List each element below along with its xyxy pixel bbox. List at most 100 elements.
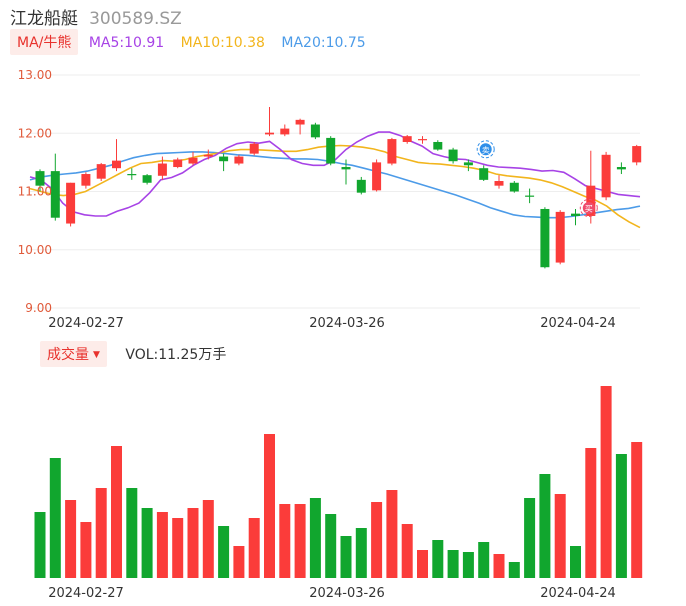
- candle-body: [632, 146, 642, 163]
- date-tick-label: 2024-02-27: [48, 586, 124, 601]
- volume-bar: [218, 526, 230, 578]
- candle-body: [402, 136, 412, 142]
- volume-bar: [462, 552, 474, 578]
- volume-bar: [202, 500, 214, 578]
- candle-body: [571, 213, 580, 216]
- volume-bar: [264, 434, 275, 578]
- volume-bar: [386, 490, 398, 578]
- candle-body: [234, 156, 244, 164]
- volume-bar: [172, 518, 184, 578]
- candle-body: [219, 156, 229, 162]
- candle-body: [265, 132, 274, 135]
- candle-body: [601, 154, 611, 198]
- volume-bar: [585, 448, 597, 578]
- date-tick-label: 2024-02-27: [48, 316, 124, 331]
- sell-marker: 卖: [476, 140, 495, 159]
- price-tick-label: 12.00: [18, 126, 52, 140]
- price-date-axis: 2024-02-27 2024-03-26 2024-04-24: [48, 316, 616, 331]
- candle-body: [326, 137, 336, 164]
- volume-bar: [508, 562, 520, 578]
- candle-body: [203, 154, 213, 157]
- volume-bar: [539, 474, 551, 578]
- buy-marker: 买: [579, 198, 598, 217]
- candle-body: [50, 171, 60, 218]
- volume-bar: [570, 546, 581, 578]
- volume-bar: [49, 458, 61, 578]
- volume-bar: [417, 550, 428, 578]
- candle-body: [341, 167, 351, 170]
- price-tick-label: 10.00: [18, 243, 52, 257]
- volume-legend: 成交量 ▼ VOL:11.25万手: [40, 341, 227, 367]
- ma-legend: MA/牛熊 MA5:10.91 MA10:10.38 MA20:10.75: [10, 29, 378, 55]
- candle-body: [295, 119, 305, 125]
- marker-label: 卖: [482, 146, 490, 155]
- dropdown-arrow-icon: ▼: [93, 350, 100, 360]
- volume-value: VOL:11.25万手: [125, 347, 227, 363]
- marker-ring: [579, 198, 598, 217]
- volume-bar: [34, 512, 46, 578]
- ma5-legend: MA5:10.91: [88, 35, 165, 51]
- date-tick-label: 2024-04-24: [540, 586, 616, 601]
- candle-body: [188, 157, 198, 164]
- date-tick-label: 2024-03-26: [309, 586, 385, 601]
- volume-bar: [478, 542, 490, 578]
- volume-bar: [325, 514, 337, 578]
- volume-bar: [524, 498, 536, 578]
- stock-code: 300589.SZ: [89, 9, 182, 29]
- ma-indicator-tab[interactable]: MA/牛熊: [10, 29, 79, 55]
- candle-body: [555, 211, 565, 263]
- ma20-legend: MA20:10.75: [281, 35, 366, 51]
- candle-body: [418, 139, 427, 141]
- price-tick-label: 11.00: [18, 185, 52, 199]
- marker-dot: [582, 201, 595, 214]
- volume-bar: [493, 554, 505, 578]
- volume-indicator-tab[interactable]: 成交量 ▼: [40, 341, 107, 367]
- volume-bar: [631, 442, 643, 578]
- volume-bar: [432, 540, 444, 578]
- candle-body: [433, 141, 443, 150]
- volume-bar: [340, 536, 352, 578]
- candle-body: [280, 128, 290, 135]
- volume-bar: [141, 508, 153, 578]
- candle-body: [586, 185, 596, 216]
- candle-body: [356, 179, 366, 193]
- stock-name: 江龙船艇: [10, 9, 78, 29]
- volume-bar: [233, 546, 245, 578]
- volume-bar: [294, 504, 306, 578]
- candle-body: [173, 159, 183, 168]
- price-grid: [30, 74, 640, 309]
- stock-header: 江龙船艇 300589.SZ: [10, 4, 182, 29]
- ma10-legend: MA10:10.38: [180, 35, 265, 51]
- volume-bar: [355, 528, 367, 578]
- volume-bar: [401, 524, 413, 578]
- candle-body: [96, 164, 106, 179]
- candle-body: [35, 171, 45, 186]
- candle-body: [249, 143, 259, 154]
- candle-body: [494, 181, 504, 186]
- candle-body: [509, 182, 519, 192]
- volume-bar: [309, 498, 321, 578]
- volume-bar: [95, 488, 107, 578]
- price-axis-labels: 13.00 12.00 11.00 10.00 9.00: [18, 68, 52, 315]
- candle-body: [525, 195, 535, 197]
- date-tick-label: 2024-04-24: [540, 316, 616, 331]
- volume-date-axis: 2024-02-27 2024-03-26 2024-04-24: [48, 586, 616, 601]
- candle-body: [479, 168, 489, 180]
- volume-bar: [156, 512, 168, 578]
- volume-bar: [615, 454, 627, 578]
- volume-bars: [34, 386, 643, 578]
- volume-bar: [554, 494, 566, 578]
- candle-body: [387, 139, 397, 164]
- candle-body: [142, 175, 152, 183]
- candle-body: [112, 160, 121, 169]
- marker-dot: [479, 143, 492, 156]
- candlesticks: [35, 107, 642, 269]
- volume-bar: [447, 550, 459, 578]
- marker-ring: [476, 140, 495, 159]
- candle-body: [127, 174, 137, 176]
- volume-bar: [248, 518, 260, 578]
- candle-body: [463, 162, 473, 166]
- volume-bar: [65, 500, 77, 578]
- volume-tab-label: 成交量: [47, 347, 89, 363]
- candle-body: [616, 167, 626, 170]
